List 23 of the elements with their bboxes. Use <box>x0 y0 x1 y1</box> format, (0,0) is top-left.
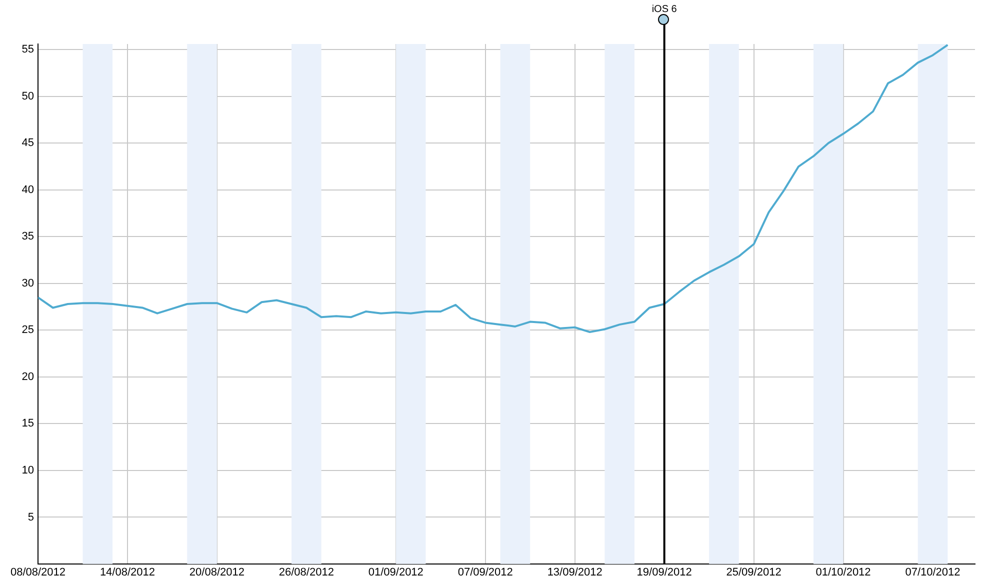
y-tick-label: 10 <box>22 464 34 477</box>
x-tick-label: 14/08/2012 <box>100 566 156 579</box>
y-tick-label: 30 <box>22 277 34 290</box>
x-tick-label: 13/09/2012 <box>547 566 602 579</box>
x-tick-label: 19/09/2012 <box>636 566 692 579</box>
y-tick-label: 45 <box>22 137 34 150</box>
x-tick-label: 08/08/2012 <box>10 566 66 579</box>
y-tick-label: 40 <box>22 184 34 196</box>
x-tick-label: 07/09/2012 <box>458 566 513 579</box>
y-tick-label: 25 <box>22 324 34 336</box>
x-tick-label: 01/10/2012 <box>816 566 871 579</box>
y-tick-label: 5 <box>28 511 34 524</box>
y-tick-label: 20 <box>22 370 34 383</box>
x-tick-label: 01/09/2012 <box>368 566 424 579</box>
y-tick-label: 55 <box>22 44 34 56</box>
y-tick-label: 35 <box>22 230 34 243</box>
x-tick-label: 25/09/2012 <box>726 566 782 579</box>
x-tick-label: 26/08/2012 <box>278 566 334 579</box>
x-tick-label: 20/08/2012 <box>189 566 244 579</box>
x-tick-label: 07/10/2012 <box>905 566 960 579</box>
y-tick-label: 50 <box>22 90 34 102</box>
ref-line-label: iOS 6 <box>652 4 678 15</box>
y-tick-label: 15 <box>22 418 34 430</box>
